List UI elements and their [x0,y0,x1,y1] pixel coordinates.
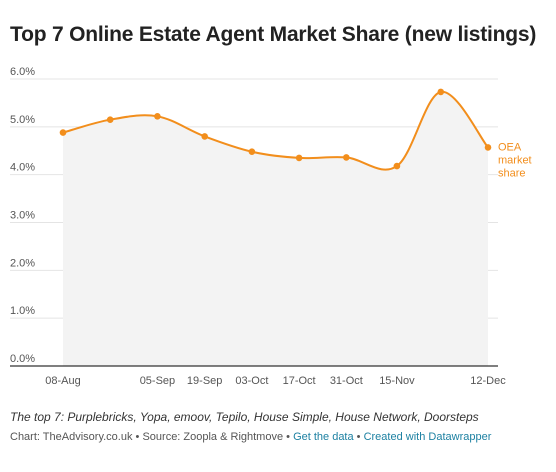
x-tick-label: 05-Sep [140,375,175,387]
x-tick-label: 17-Oct [283,375,316,387]
x-tick-label: 08-Aug [45,375,80,387]
footer-separator: • [283,431,294,443]
y-axis-ticks: 0.0% 1.0% 2.0% 3.0% 4.0% 5.0% 6.0% [10,66,35,365]
y-tick-label: 3.0% [10,210,35,222]
footer-separator: • [353,431,364,443]
datawrapper-link[interactable]: Created with Datawrapper [363,431,492,443]
footer-separator: • [132,431,143,443]
y-tick-label: 4.0% [10,162,35,174]
chart-title: Top 7 Online Estate Agent Market Share (… [10,23,537,46]
x-axis-ticks: 08-Aug 05-Sep 19-Sep 03-Oct 17-Oct 31-Oct 15-N… [45,375,506,387]
data-point [393,162,401,170]
y-tick-label: 0.0% [10,353,35,365]
data-points [59,88,492,170]
area-fill [63,91,488,367]
data-point [248,148,256,155]
chart-notes: The top 7: Purplebricks, Yopa, emoov, Te… [10,410,479,424]
data-point [343,154,350,161]
x-tick-label: 31-Oct [330,375,363,387]
data-point [59,129,67,136]
data-point [106,116,114,123]
chart-footer: Chart: TheAdvisory.co.uk • Source: Zoopl… [10,431,491,443]
x-tick-label: 12-Dec [470,375,506,387]
line-chart: 0.0% 1.0% 2.0% 3.0% 4.0% 5.0% 6.0% 08-Aug 05-Se… [10,66,532,387]
data-source: Source: Zoopla & Rightmove [142,431,284,443]
series-label: OEA market share [498,141,532,179]
data-point [154,113,161,120]
y-tick-label: 5.0% [10,114,35,126]
x-tick-label: 19-Sep [187,375,222,387]
data-point [484,144,492,151]
x-tick-label: 03-Oct [235,375,268,387]
data-point [437,88,445,96]
get-data-link[interactable]: Get the data [293,431,354,443]
x-tick-label: 15-Nov [379,375,415,387]
data-point [201,133,208,140]
y-tick-label: 2.0% [10,257,35,269]
series-line [62,90,489,171]
y-tick-label: 6.0% [10,66,35,78]
data-point [295,154,303,162]
chart-credit: Chart: TheAdvisory.co.uk [10,431,133,443]
y-tick-label: 1.0% [10,305,35,317]
